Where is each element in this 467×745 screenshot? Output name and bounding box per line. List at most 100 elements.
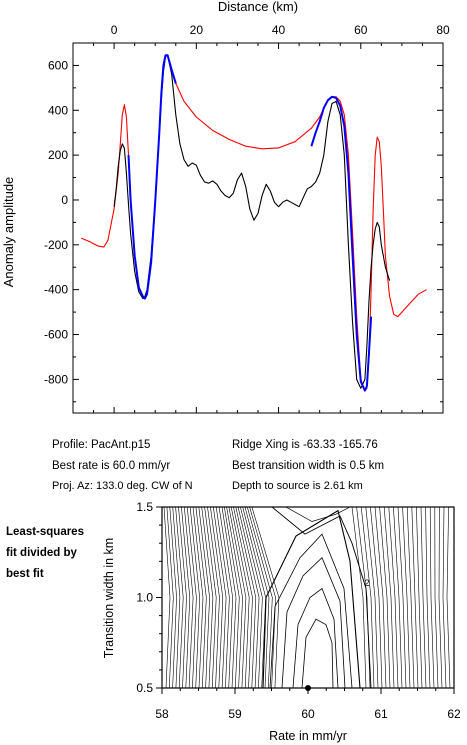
contour-line xyxy=(438,506,443,689)
contour-line xyxy=(420,506,427,689)
contour-line xyxy=(226,506,243,689)
info-depth-to-source: Depth to source is 2.61 km xyxy=(232,480,363,492)
profile-y-tick-label: -400 xyxy=(44,283,68,297)
contour-line xyxy=(285,506,351,522)
profile-series-blue-segment-1 xyxy=(127,54,177,300)
contour-line xyxy=(425,506,431,689)
contour-line xyxy=(228,506,247,689)
profile-x-tick-label: 40 xyxy=(272,23,286,37)
info-ridge-crossing: Ridge Xing is -63.33 -165.76 xyxy=(232,439,378,451)
info-block: Profile: PacAnt.p15 Best rate is 60.0 mm… xyxy=(52,439,384,492)
contour-line xyxy=(262,509,361,689)
profile-y-tick-label: -800 xyxy=(44,372,68,386)
contour-side-label-line-3: best fit xyxy=(6,568,44,580)
contour-line xyxy=(163,506,171,689)
profile-x-tick-label: 0 xyxy=(111,23,118,37)
contour-line xyxy=(370,506,383,689)
contour-line xyxy=(169,506,177,689)
contour-line xyxy=(434,506,439,689)
profile-x-tick-label: 20 xyxy=(190,23,204,37)
contour-line xyxy=(237,506,260,689)
profile-y-tick-label: -600 xyxy=(44,328,68,342)
contour-line xyxy=(186,506,197,689)
info-best-transition-width: Best transition width is 0.5 km xyxy=(232,460,384,472)
contour-line xyxy=(397,506,407,689)
contour-line xyxy=(224,506,240,689)
contour-x-ticks: 58 59 60 61 62 xyxy=(155,688,461,721)
contour-line xyxy=(383,506,395,689)
contour-line xyxy=(360,506,375,689)
contour-line xyxy=(233,506,253,689)
profile-y-tick-label: 200 xyxy=(48,148,68,162)
contour-side-label-line-1: Least-squares xyxy=(6,526,84,538)
contour-line xyxy=(201,506,214,689)
profile-y-tick-label: 0 xyxy=(61,193,68,207)
contour-line xyxy=(240,506,263,689)
contour-x-tick-label: 62 xyxy=(447,707,461,721)
contour-line xyxy=(235,506,257,689)
profile-y-tick-label: 600 xyxy=(48,58,68,72)
contour-line xyxy=(244,506,270,689)
profile-series-blue-segment-2 xyxy=(310,95,373,392)
contour-line xyxy=(210,506,224,689)
contour-line xyxy=(198,506,210,689)
contour-line xyxy=(178,506,187,689)
contour-line xyxy=(230,506,250,689)
contour-line xyxy=(351,506,367,689)
contour-line xyxy=(446,506,451,689)
contour-line xyxy=(247,506,273,689)
profile-series xyxy=(80,54,427,392)
contour-y-axis-label: Transition width in km xyxy=(102,538,116,658)
contour-x-axis-label: Rate in mm/yr xyxy=(269,729,347,743)
contour-line xyxy=(249,506,276,689)
contour-line xyxy=(402,506,411,689)
contour-line xyxy=(411,506,419,689)
contour-line xyxy=(374,506,387,689)
profile-y-tick-label: 400 xyxy=(48,103,68,117)
contour-plot-frame xyxy=(161,506,455,689)
contour-line-label: 2 xyxy=(364,578,369,588)
contour-line xyxy=(365,506,379,689)
profile-series-red-line xyxy=(80,54,427,392)
contour-x-tick-label: 58 xyxy=(155,707,169,721)
info-projection-azimuth: Proj. Az: 133.0 deg. CW of N xyxy=(52,480,193,492)
contour-line xyxy=(207,506,220,689)
contour-line xyxy=(166,506,174,689)
contour-line xyxy=(192,506,204,689)
profile-x-axis-label: Distance (km) xyxy=(218,0,298,14)
contour-y-ticks: 0.5 1.0 1.5 xyxy=(136,500,162,695)
contour-line xyxy=(213,506,227,689)
info-profile: Profile: PacAnt.p15 xyxy=(52,439,150,451)
profile-chart: Distance (km) Anomaly amplitude 0 20 40 60 8… xyxy=(1,0,450,414)
contour-line xyxy=(195,506,207,689)
contour-line xyxy=(301,618,334,689)
contour-line xyxy=(379,506,391,689)
profile-y-tick-label: -200 xyxy=(44,238,68,252)
contour-line xyxy=(416,506,423,689)
contour-line xyxy=(251,506,280,689)
contour-line xyxy=(406,506,415,689)
profile-plot-frame xyxy=(72,42,444,414)
contour-lines xyxy=(163,506,451,689)
contour-y-tick-label: 1.5 xyxy=(136,500,153,514)
profile-series-black-line xyxy=(113,54,391,389)
contour-y-tick-label: 1.0 xyxy=(136,591,153,605)
profile-x-ticks: 0 20 40 60 80 xyxy=(72,23,450,413)
contour-line xyxy=(269,533,353,689)
profile-x-tick-label: 80 xyxy=(436,23,450,37)
contour-line xyxy=(356,506,371,689)
contour-line xyxy=(215,506,230,689)
contour-line xyxy=(181,506,191,689)
contour-side-label-line-2: fit divided by xyxy=(6,547,78,559)
contour-chart: Least-squares fit divided by best fit 58… xyxy=(6,500,461,743)
contour-line xyxy=(221,506,237,689)
contour-y-tick-label: 0.5 xyxy=(136,681,153,695)
contour-line xyxy=(218,506,234,689)
profile-x-tick-label: 60 xyxy=(354,23,368,37)
contour-x-tick-label: 60 xyxy=(301,707,315,721)
contour-x-tick-label: 59 xyxy=(228,707,242,721)
profile-y-ticks: 600 400 200 0 -200 -400 -600 -800 xyxy=(44,42,443,403)
contour-line xyxy=(189,506,201,689)
contour-line xyxy=(172,506,181,689)
